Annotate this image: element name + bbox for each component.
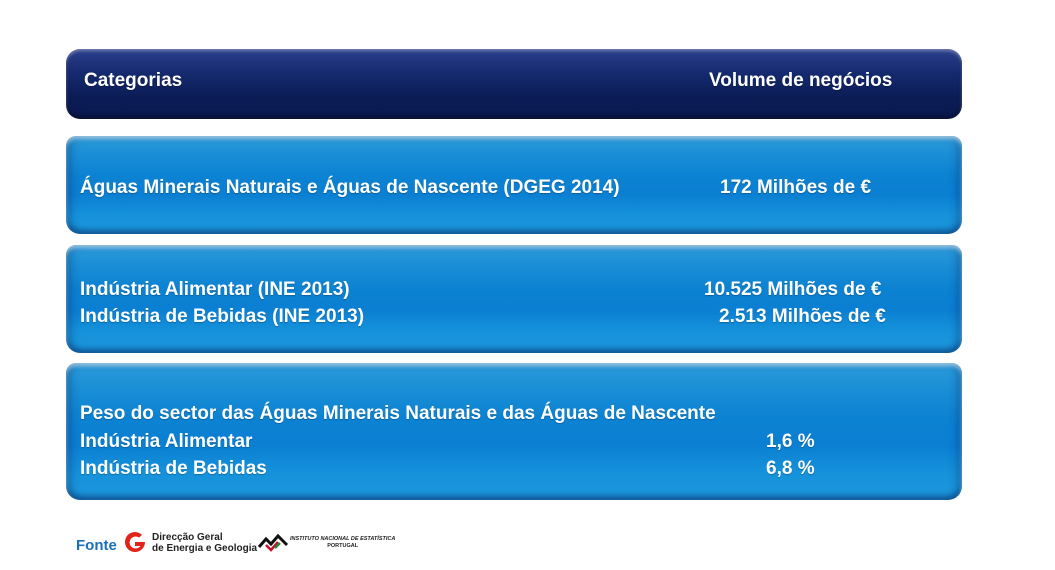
dgeg-logo-text: Direcção Geral de Energia e Geologia bbox=[152, 532, 257, 554]
dgeg-line1: Direcção Geral bbox=[152, 532, 223, 543]
ine-line2: PORTUGAL bbox=[327, 543, 359, 549]
row-food-industry-value: 10.525 Milhões de € bbox=[704, 279, 882, 300]
row-mineral-waters-band bbox=[66, 136, 962, 234]
row-share-beverage-label: Indústria de Bebidas bbox=[80, 458, 267, 479]
source-label: Fonte bbox=[76, 537, 117, 554]
row-sector-share-band bbox=[66, 363, 962, 500]
dgeg-line2: de Energia e Geologia bbox=[152, 543, 258, 554]
row-share-food-value: 1,6 % bbox=[766, 431, 815, 452]
row-beverage-industry-label: Indústria de Bebidas (INE 2013) bbox=[80, 306, 365, 327]
row-mineral-waters-value: 172 Milhões de € bbox=[720, 177, 872, 198]
row-share-food-label: Indústria Alimentar bbox=[80, 431, 253, 452]
row-share-beverage-value: 6,8 % bbox=[766, 458, 815, 479]
ine-logo-text: INSTITUTO NACIONAL DE ESTATÍSTICA PORTUG… bbox=[290, 536, 395, 550]
header-band bbox=[66, 49, 962, 119]
row-mineral-waters-label: Águas Minerais Naturais e Águas de Nasce… bbox=[80, 177, 620, 198]
row-beverage-industry-value: 2.513 Milhões de € bbox=[719, 306, 886, 327]
row-industries-band bbox=[66, 245, 962, 353]
row-food-industry-label: Indústria Alimentar (INE 2013) bbox=[80, 279, 350, 300]
dgeg-logo-icon bbox=[125, 532, 145, 552]
ine-logo-icon bbox=[257, 533, 289, 552]
ine-line1: INSTITUTO NACIONAL DE ESTATÍSTICA bbox=[290, 536, 396, 542]
header-categories: Categorias bbox=[84, 70, 183, 91]
header-business-volume: Volume de negócios bbox=[709, 70, 893, 91]
row-sector-share-title: Peso do sector das Águas Minerais Natura… bbox=[80, 403, 716, 424]
